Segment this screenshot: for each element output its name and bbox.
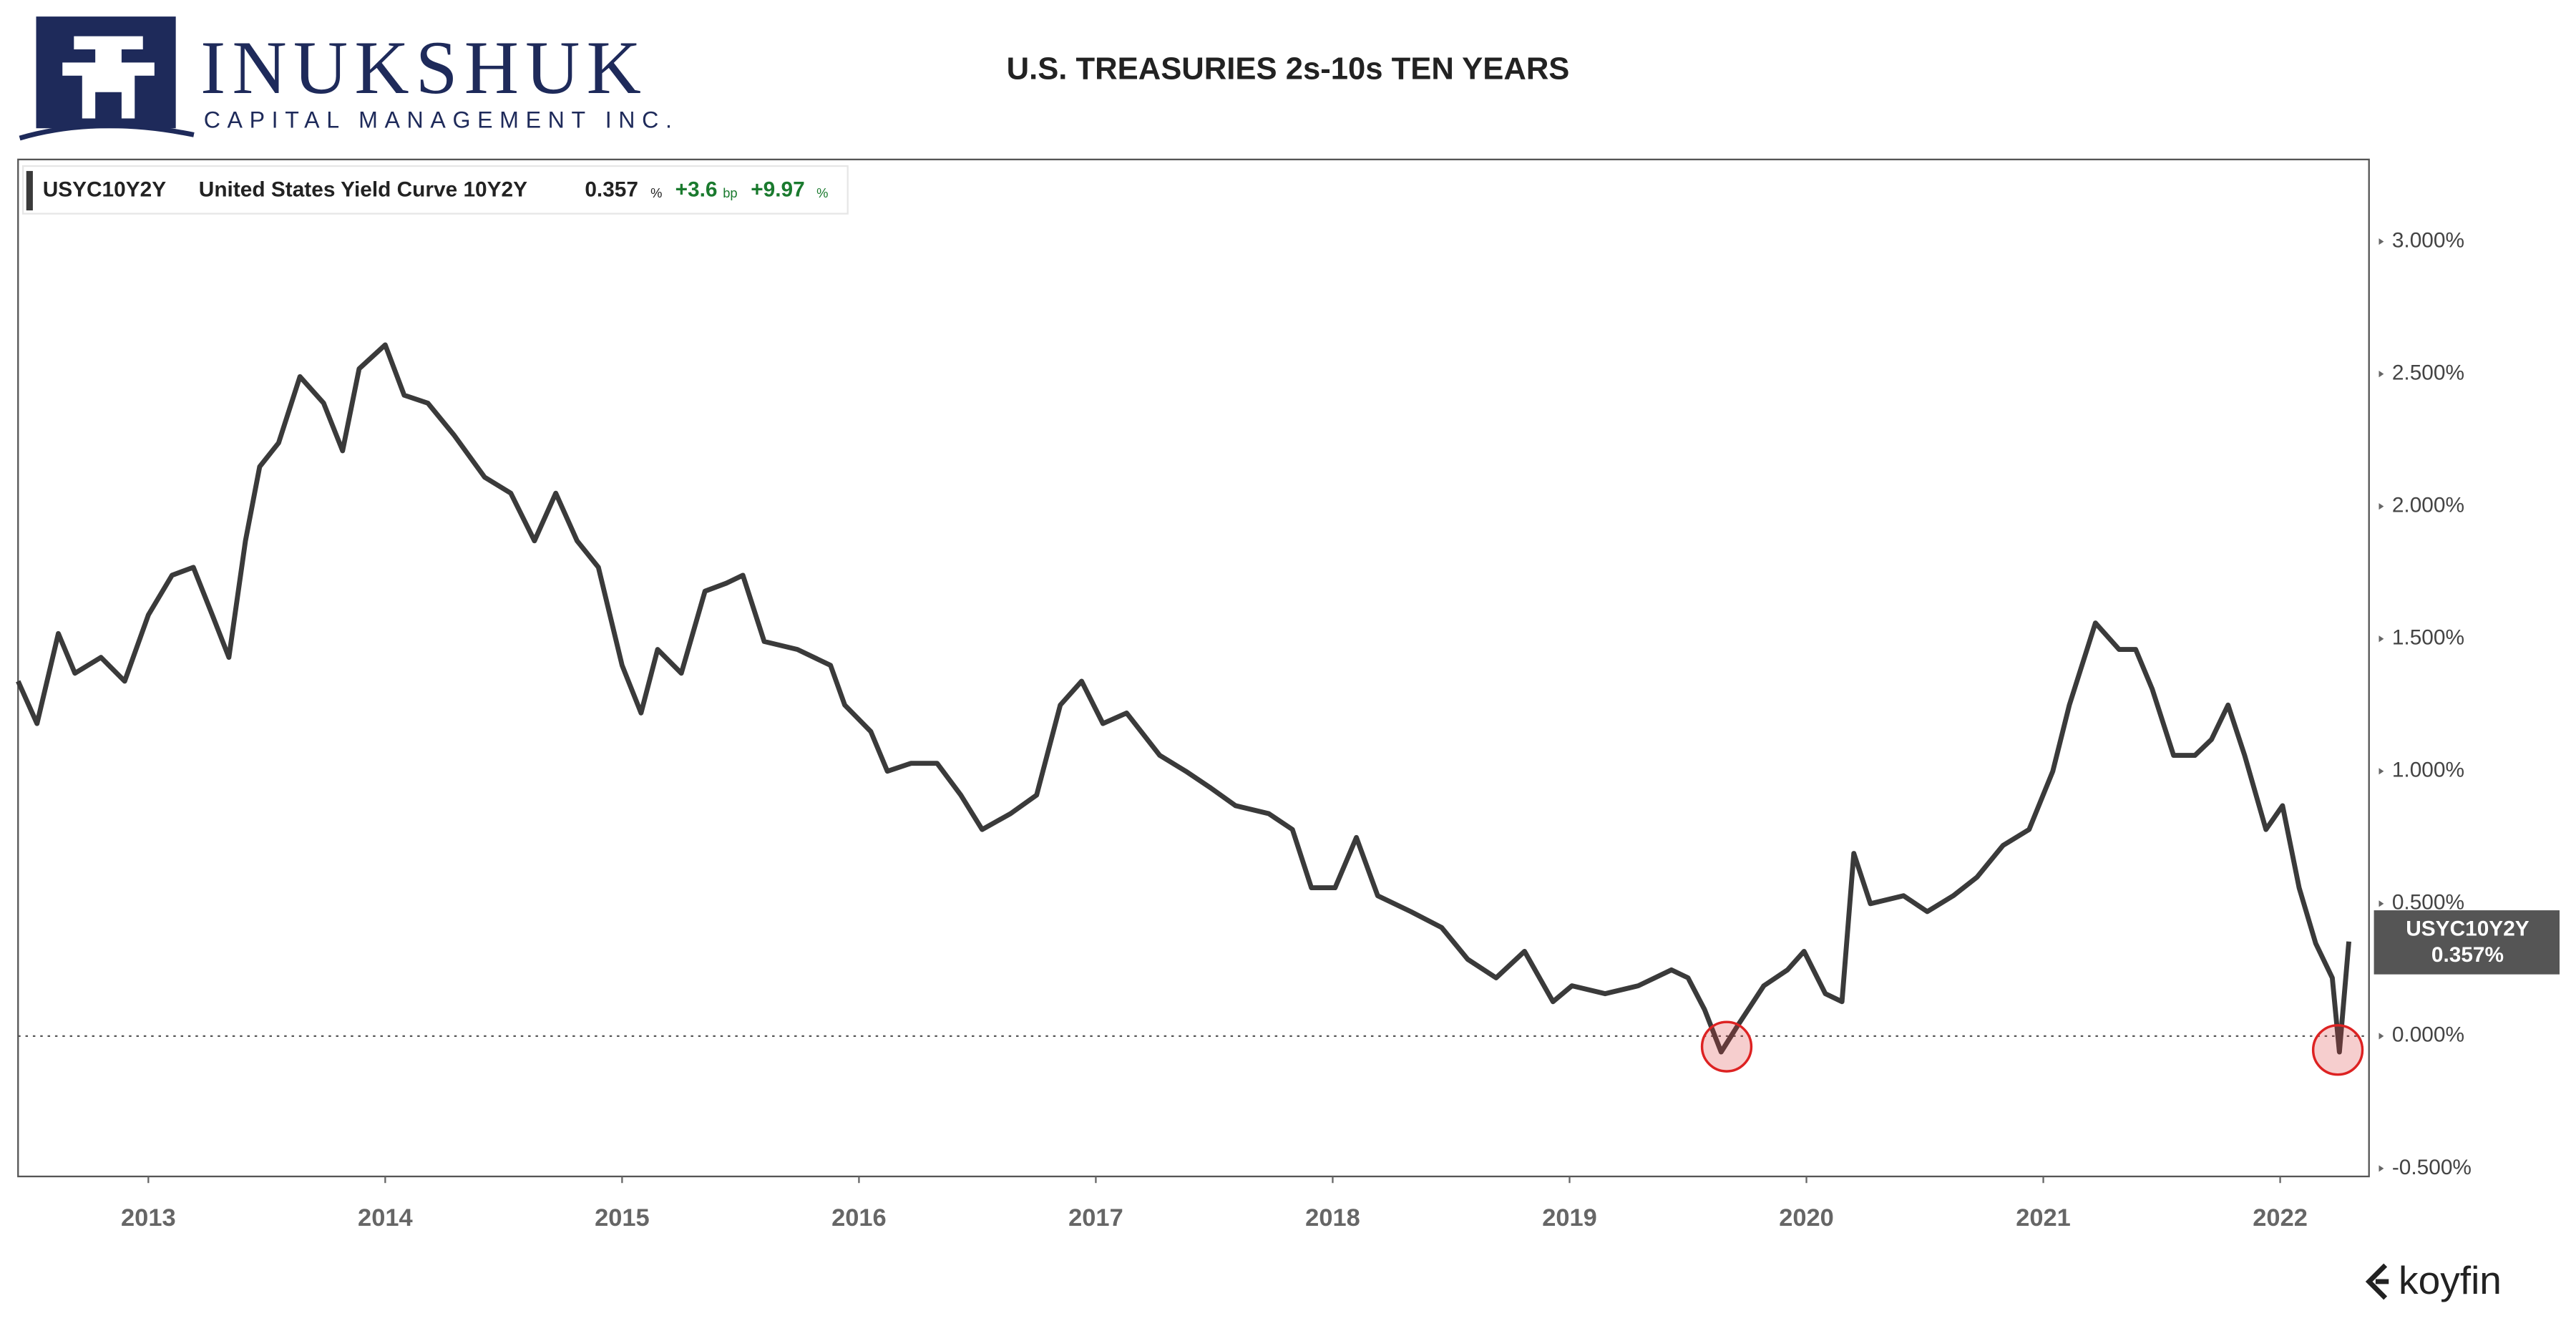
x-tick-label: 2015 [595, 1204, 650, 1232]
x-tick-label: 2021 [2016, 1204, 2071, 1232]
legend: USYC10Y2Y United States Yield Curve 10Y2… [21, 165, 849, 215]
x-tick-label: 2022 [2253, 1204, 2308, 1232]
legend-box [21, 165, 849, 215]
y-tick-mark [2379, 635, 2384, 643]
logo-swoosh [19, 123, 195, 141]
legend-pct-unit: % [816, 185, 828, 200]
last-value-tag: USYC10Y2Y 0.357% [2373, 910, 2560, 975]
brand: koyfin [2365, 1258, 2502, 1302]
y-tick-label: 2.500% [2392, 361, 2464, 385]
y-tick-label: 1.000% [2392, 759, 2464, 782]
logo-subtitle: CAPITAL MANAGEMENT INC. [204, 107, 679, 133]
series-line [16, 342, 2351, 1055]
tag-box [2373, 910, 2560, 975]
y-tick-label: 3.000% [2392, 228, 2464, 252]
y-tick-mark [2379, 768, 2384, 775]
legend-ticker: USYC10Y2Y [43, 177, 167, 201]
legend-change-unit: bp [723, 185, 737, 200]
brand-icon [2365, 1263, 2389, 1300]
logo: INUKSHUK CAPITAL MANAGEMENT INC. [19, 16, 679, 141]
x-tick-label: 2013 [121, 1204, 176, 1232]
x-tick-label: 2016 [831, 1204, 887, 1232]
tag-ticker: USYC10Y2Y [2406, 917, 2529, 941]
tag-value: 0.357% [2431, 943, 2504, 967]
y-tick-mark [2379, 503, 2384, 510]
y-tick-mark [2379, 900, 2384, 907]
y-tick-mark [2379, 1165, 2384, 1172]
y-tick-label: 0.000% [2392, 1023, 2464, 1047]
highlight-circle [1700, 1020, 1753, 1073]
chart-title: U.S. TREASURIES 2s-10s TEN YEARS [1007, 52, 1570, 86]
logo-name: INUKSHUK [200, 26, 648, 109]
legend-change: +3.6 [675, 177, 718, 201]
y-tick-mark [2379, 238, 2384, 245]
y-tick-label: -0.500% [2392, 1156, 2472, 1179]
y-tick-label: 2.000% [2392, 494, 2464, 517]
y-tick-mark [2379, 371, 2384, 378]
y-tick-label: 1.500% [2392, 626, 2464, 650]
legend-description: United States Yield Curve 10Y2Y [199, 177, 527, 201]
y-tick-mark [2379, 1033, 2384, 1040]
logo-figure [62, 36, 155, 119]
plot-frame [17, 158, 2370, 1178]
x-tick-label: 2017 [1068, 1204, 1123, 1232]
x-tick-label: 2020 [1779, 1204, 1834, 1232]
legend-swatch [26, 170, 33, 211]
x-tick-label: 2018 [1305, 1204, 1360, 1232]
x-tick-label: 2019 [1542, 1204, 1597, 1232]
legend-value-unit: % [650, 185, 662, 200]
highlight-circle [2311, 1024, 2364, 1076]
legend-pct-change: +9.97 [751, 177, 804, 201]
brand-name: koyfin [2399, 1258, 2502, 1302]
x-tick-label: 2014 [358, 1204, 413, 1232]
legend-value: 0.357 [585, 177, 638, 201]
